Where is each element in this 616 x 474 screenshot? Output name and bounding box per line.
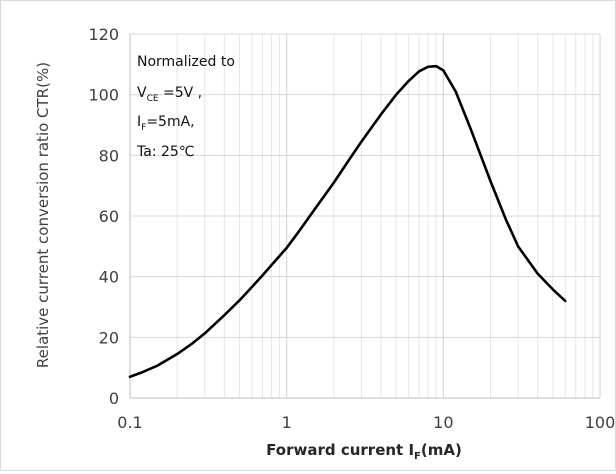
major-gridlines bbox=[129, 33, 601, 399]
x-axis-title: Forward current IF(mA) bbox=[266, 441, 462, 462]
note-line-1: Normalized to bbox=[137, 54, 235, 70]
x-tick-label: 1 bbox=[282, 413, 292, 432]
y-tick-label: 80 bbox=[99, 146, 119, 165]
tick-labels: 0 20 40 60 80 100 120 0.1 1 10 100 bbox=[88, 25, 615, 432]
y-axis-title: Relative current conversion ratio CTR(%) bbox=[34, 62, 52, 368]
y-tick-label: 0 bbox=[109, 389, 119, 408]
y-tick-label: 120 bbox=[88, 25, 119, 44]
series-layer bbox=[128, 64, 567, 379]
x-tick-label: 10 bbox=[433, 413, 453, 432]
y-tick-label: 100 bbox=[88, 86, 119, 105]
x-tick-label: 100 bbox=[585, 413, 615, 432]
normalization-note: Normalized to VCE =5V , IF=5mA, Ta: 25℃ bbox=[136, 54, 235, 160]
note-line-2: VCE =5V , bbox=[137, 85, 202, 104]
y-tick-label: 40 bbox=[99, 268, 119, 287]
ctr-curve bbox=[128, 64, 567, 379]
x-tick-label: 0.1 bbox=[117, 413, 142, 432]
y-tick-label: 20 bbox=[99, 328, 119, 347]
y-tick-label: 60 bbox=[99, 207, 119, 226]
note-line-3: IF=5mA, bbox=[137, 114, 195, 133]
note-line-4: Ta: 25℃ bbox=[136, 144, 195, 160]
